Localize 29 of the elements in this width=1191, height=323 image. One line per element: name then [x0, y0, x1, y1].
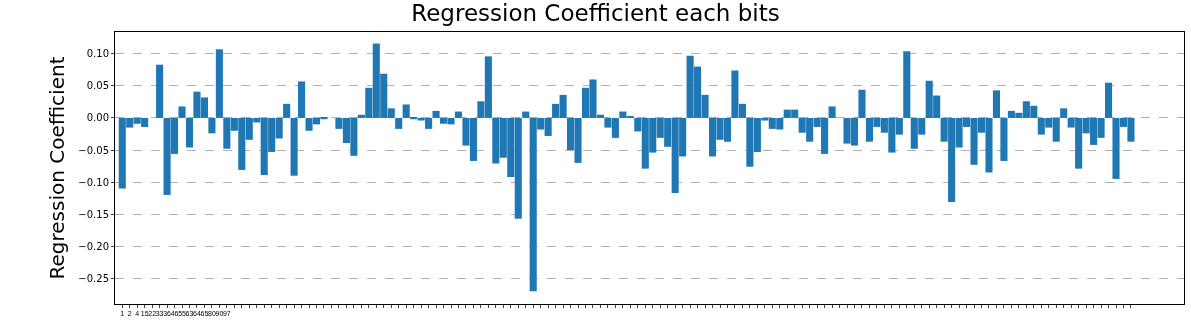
y-axis-title: Regression Coefficient: [44, 56, 69, 280]
bar: [903, 51, 911, 118]
y-tick-label: −0.10: [78, 176, 109, 188]
bar: [298, 81, 306, 118]
bar: [395, 117, 403, 129]
y-tick-label: 0.00: [86, 112, 109, 124]
bar: [208, 117, 216, 134]
bar: [432, 110, 440, 118]
y-tick-label: 0.10: [86, 48, 109, 60]
bar: [290, 117, 298, 176]
bar: [185, 117, 194, 148]
bar: [215, 49, 223, 118]
bar: [283, 103, 291, 118]
bar: [828, 106, 836, 118]
bar: [178, 106, 186, 118]
bar: [522, 111, 530, 118]
bar: [156, 64, 164, 118]
bar: [454, 111, 463, 118]
bar: [858, 89, 866, 118]
bar: [992, 90, 1001, 118]
y-tick-label: −0.20: [78, 240, 109, 252]
bar: [1000, 117, 1008, 161]
bar: [1060, 108, 1068, 118]
y-tick-label: −0.05: [78, 144, 109, 156]
chart-title: Regression Coefficient each bits: [411, 0, 780, 26]
y-tick-label: 0.05: [86, 80, 109, 92]
y-tick-label: −0.25: [78, 272, 109, 284]
y-tick-label: −0.15: [78, 208, 109, 220]
bar: [1104, 82, 1113, 118]
